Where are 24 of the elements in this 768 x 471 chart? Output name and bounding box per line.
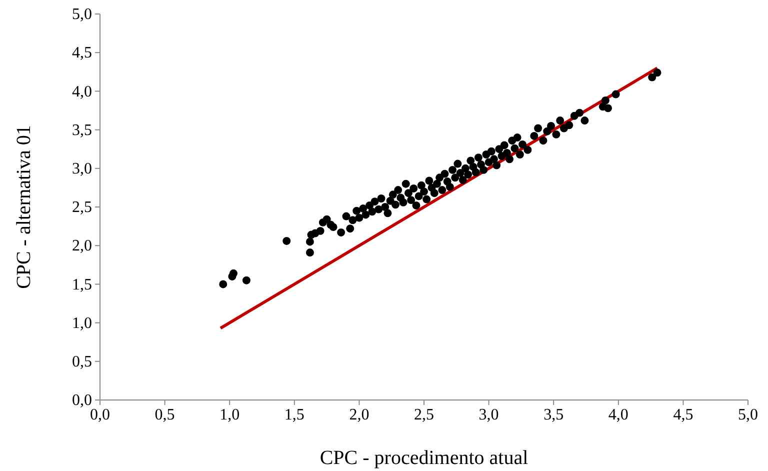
x-tick-label: 5,0 — [738, 406, 758, 424]
y-tick-label: 1,5 — [72, 276, 92, 294]
y-tick-label: 4,0 — [72, 83, 92, 100]
x-tick-label: 4,0 — [608, 406, 628, 424]
x-tick-label: 0,0 — [90, 406, 110, 424]
x-tick-label: 1,0 — [220, 406, 240, 424]
x-tick-label: 3,5 — [544, 406, 564, 424]
y-tick-label: 0,0 — [72, 392, 92, 410]
x-tick-label: 4,5 — [673, 406, 694, 424]
x-tick-label: 1,5 — [284, 406, 304, 424]
y-tick-label: 4,5 — [72, 44, 92, 62]
x-tick-label: 2,5 — [414, 406, 434, 424]
y-tick-label: 1,0 — [72, 314, 92, 332]
x-axis-title: CPC - procedimento atual — [320, 447, 529, 469]
x-tick-label: 3,0 — [478, 406, 499, 424]
y-tick-label: 3,0 — [72, 160, 92, 178]
x-tick-label: 2,0 — [349, 406, 370, 424]
y-tick-label: 3,5 — [72, 122, 92, 139]
y-tick-label: 0,5 — [72, 354, 92, 371]
y-tick-label: 5,0 — [72, 6, 92, 24]
x-tick-label: 0,5 — [154, 406, 175, 424]
y-tick-label: 2,0 — [72, 238, 92, 255]
y-tick-label: 2,5 — [72, 199, 92, 216]
y-axis-title: CPC - alternativa 01 — [13, 125, 35, 289]
